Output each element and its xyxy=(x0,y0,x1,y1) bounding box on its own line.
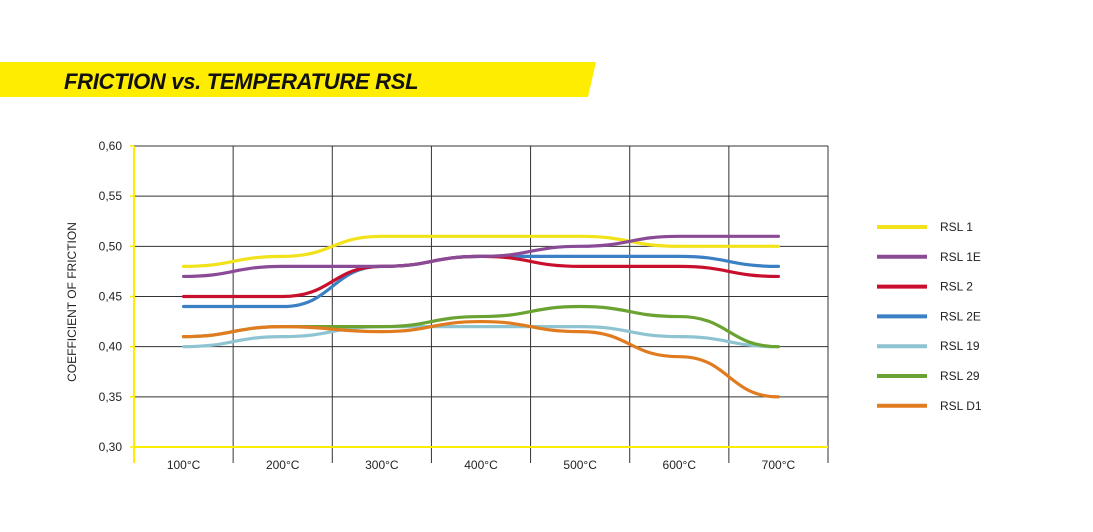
legend-label-rsl-1: RSL 1 xyxy=(940,220,973,234)
y-tick-label: 0,40 xyxy=(99,340,123,354)
y-tick-labels: 0,30 0,35 0,40 0,45 0,50 0,55 0,60 xyxy=(99,139,123,454)
title-banner-shape xyxy=(0,62,596,97)
y-tick-label: 0,45 xyxy=(99,290,123,304)
y-tick-label: 0,30 xyxy=(99,440,123,454)
y-tick-label: 0,55 xyxy=(99,189,123,203)
series-line-rsl-19 xyxy=(181,324,781,349)
axes xyxy=(130,145,828,463)
x-tick-label: 400°C xyxy=(464,458,498,472)
legend-label-rsl-19: RSL 19 xyxy=(940,339,980,353)
x-tick-label: 300°C xyxy=(365,458,399,472)
series-lines xyxy=(181,234,781,399)
x-tick-label: 200°C xyxy=(266,458,300,472)
y-tick-label: 0,35 xyxy=(99,390,123,404)
x-tick-label: 700°C xyxy=(762,458,796,472)
series-line-rsl-2e xyxy=(181,254,781,309)
x-tick-label: 600°C xyxy=(663,458,697,472)
y-tick-label: 0,60 xyxy=(99,139,123,153)
x-tick-label: 500°C xyxy=(563,458,597,472)
grid xyxy=(134,145,829,463)
chart-title: FRICTION vs. TEMPERATURE RSL xyxy=(64,69,418,94)
legend: RSL 1 RSL 1E RSL 2 RSL 2E RSL 19 RSL 29 RSL D1 xyxy=(877,220,982,413)
y-tick-label: 0,50 xyxy=(99,239,123,253)
legend-label-rsl-2e: RSL 2E xyxy=(940,309,981,323)
legend-label-rsl-29: RSL 29 xyxy=(940,369,980,383)
x-tick-labels: 100°C 200°C 300°C 400°C 500°C 600°C 700°C xyxy=(167,458,796,472)
x-tick-label: 100°C xyxy=(167,458,201,472)
legend-label-rsl-2: RSL 2 xyxy=(940,280,973,294)
y-axis-title: COEFFICIENT OF FRICTION xyxy=(65,222,79,382)
series-line-rsl-2 xyxy=(181,254,781,299)
legend-label-rsl-1e: RSL 1E xyxy=(940,250,981,264)
series-line-rsl-1e xyxy=(181,234,781,279)
legend-label-rsl-d1: RSL D1 xyxy=(940,399,982,413)
series-line-rsl-d1 xyxy=(181,319,781,399)
series-line-rsl-1 xyxy=(181,234,781,268)
